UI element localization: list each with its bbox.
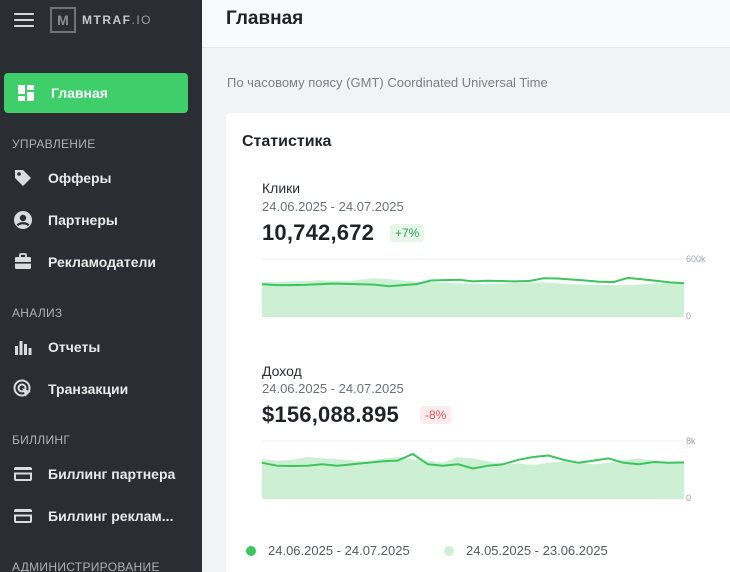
stats-title: Статистика bbox=[242, 133, 332, 150]
sidebar-item-label: Транзакции bbox=[48, 381, 129, 397]
sidebar-item-label: Главная bbox=[51, 85, 108, 101]
revenue-axis-min: 0 bbox=[686, 493, 691, 503]
revenue-change-badge: -8% bbox=[420, 406, 452, 424]
sidebar-item-offers[interactable]: Офферы bbox=[0, 158, 202, 198]
sidebar-item-reports[interactable]: Отчеты bbox=[0, 327, 202, 367]
legend-current[interactable]: 24.06.2025 - 24.07.2025 bbox=[246, 543, 410, 558]
sidebar: M MTRAF.IO Главная УПРАВЛЕНИЕ Офферы Пар… bbox=[0, 0, 202, 572]
sidebar-item-label: Биллинг партнера bbox=[48, 466, 176, 482]
tag-icon bbox=[12, 167, 34, 189]
page-header: Главная bbox=[202, 0, 730, 48]
sidebar-item-partner-billing[interactable]: Биллинг партнера bbox=[0, 454, 202, 494]
clicks-current-line bbox=[261, 276, 685, 288]
hamburger-menu-icon[interactable] bbox=[14, 13, 34, 27]
revenue-range: 24.06.2025 - 24.07.2025 bbox=[262, 381, 404, 396]
logo-mark: M bbox=[57, 12, 69, 28]
clicks-axis-max: 600k bbox=[686, 254, 706, 264]
revenue-name: Доход bbox=[262, 363, 302, 379]
legend-dot-current-icon bbox=[246, 545, 256, 556]
legend-label-current: 24.06.2025 - 24.07.2025 bbox=[268, 543, 410, 558]
revenue-value: $156,088.895 bbox=[262, 402, 399, 427]
revenue-axis-max: 8k bbox=[686, 436, 696, 446]
revenue-chart: 8k 0 bbox=[261, 436, 696, 503]
clicks-value: 10,742,672 bbox=[262, 220, 375, 245]
sidebar-item-partners[interactable]: Партнеры bbox=[0, 200, 202, 240]
legend-previous[interactable]: 24.05.2025 - 23.06.2025 bbox=[444, 543, 608, 558]
sidebar-item-label: Отчеты bbox=[48, 339, 101, 355]
clicks-name: Клики bbox=[262, 180, 301, 196]
clicks-previous-area bbox=[262, 278, 684, 317]
sidebar-item-label: Партнеры bbox=[48, 212, 118, 228]
sidebar-item-transactions[interactable]: Транзакции bbox=[0, 369, 202, 409]
brand-name: MTRAF.IO bbox=[82, 13, 152, 27]
legend-label-previous: 24.05.2025 - 23.06.2025 bbox=[466, 543, 608, 558]
user-circle-icon bbox=[12, 209, 34, 231]
sidebar-item-label: Биллинг реклам... bbox=[48, 508, 174, 524]
clicks-chart: 600k 0 bbox=[261, 254, 706, 321]
bar-chart-icon bbox=[12, 336, 34, 358]
logo-icon: M bbox=[50, 7, 76, 33]
section-management: УПРАВЛЕНИЕ bbox=[12, 137, 96, 151]
dashboard-icon bbox=[15, 82, 37, 104]
sidebar-item-label: Офферы bbox=[48, 170, 112, 186]
revenue-current-line bbox=[261, 453, 685, 470]
clicks-axis-min: 0 bbox=[686, 311, 691, 321]
sidebar-topbar: M MTRAF.IO bbox=[0, 0, 202, 40]
section-billing: БИЛЛИНГ bbox=[12, 433, 71, 447]
stats-card: Статистика Клики 24.06.2025 - 24.07.2025… bbox=[226, 113, 730, 572]
clicks-range: 24.06.2025 - 24.07.2025 bbox=[262, 199, 404, 214]
briefcase-icon bbox=[12, 251, 34, 273]
sidebar-item-advertisers[interactable]: Рекламодатели bbox=[0, 242, 202, 282]
main-content: Главная По часовому поясу (GMT) Coordina… bbox=[202, 0, 730, 572]
timezone-note: По часовому поясу (GMT) Coordinated Univ… bbox=[227, 75, 548, 90]
section-administration: АДМИНИСТРИРОВАНИЕ bbox=[12, 560, 160, 572]
brand-name-suffix: .IO bbox=[131, 13, 153, 27]
sidebar-item-home[interactable]: Главная bbox=[4, 73, 188, 113]
legend-dot-previous-icon bbox=[444, 545, 454, 556]
revenue-previous-area bbox=[262, 457, 684, 499]
section-analysis: АНАЛИЗ bbox=[12, 306, 63, 320]
sidebar-item-label: Рекламодатели bbox=[48, 254, 156, 270]
brand-name-main: MTRAF bbox=[82, 13, 132, 27]
page-title: Главная bbox=[226, 8, 304, 29]
credit-card-icon bbox=[12, 505, 34, 527]
clicks-change-badge: +7% bbox=[390, 224, 425, 242]
credit-card-icon bbox=[12, 463, 34, 485]
sidebar-item-advertiser-billing[interactable]: Биллинг реклам... bbox=[0, 496, 202, 536]
target-pointer-icon bbox=[12, 378, 34, 400]
